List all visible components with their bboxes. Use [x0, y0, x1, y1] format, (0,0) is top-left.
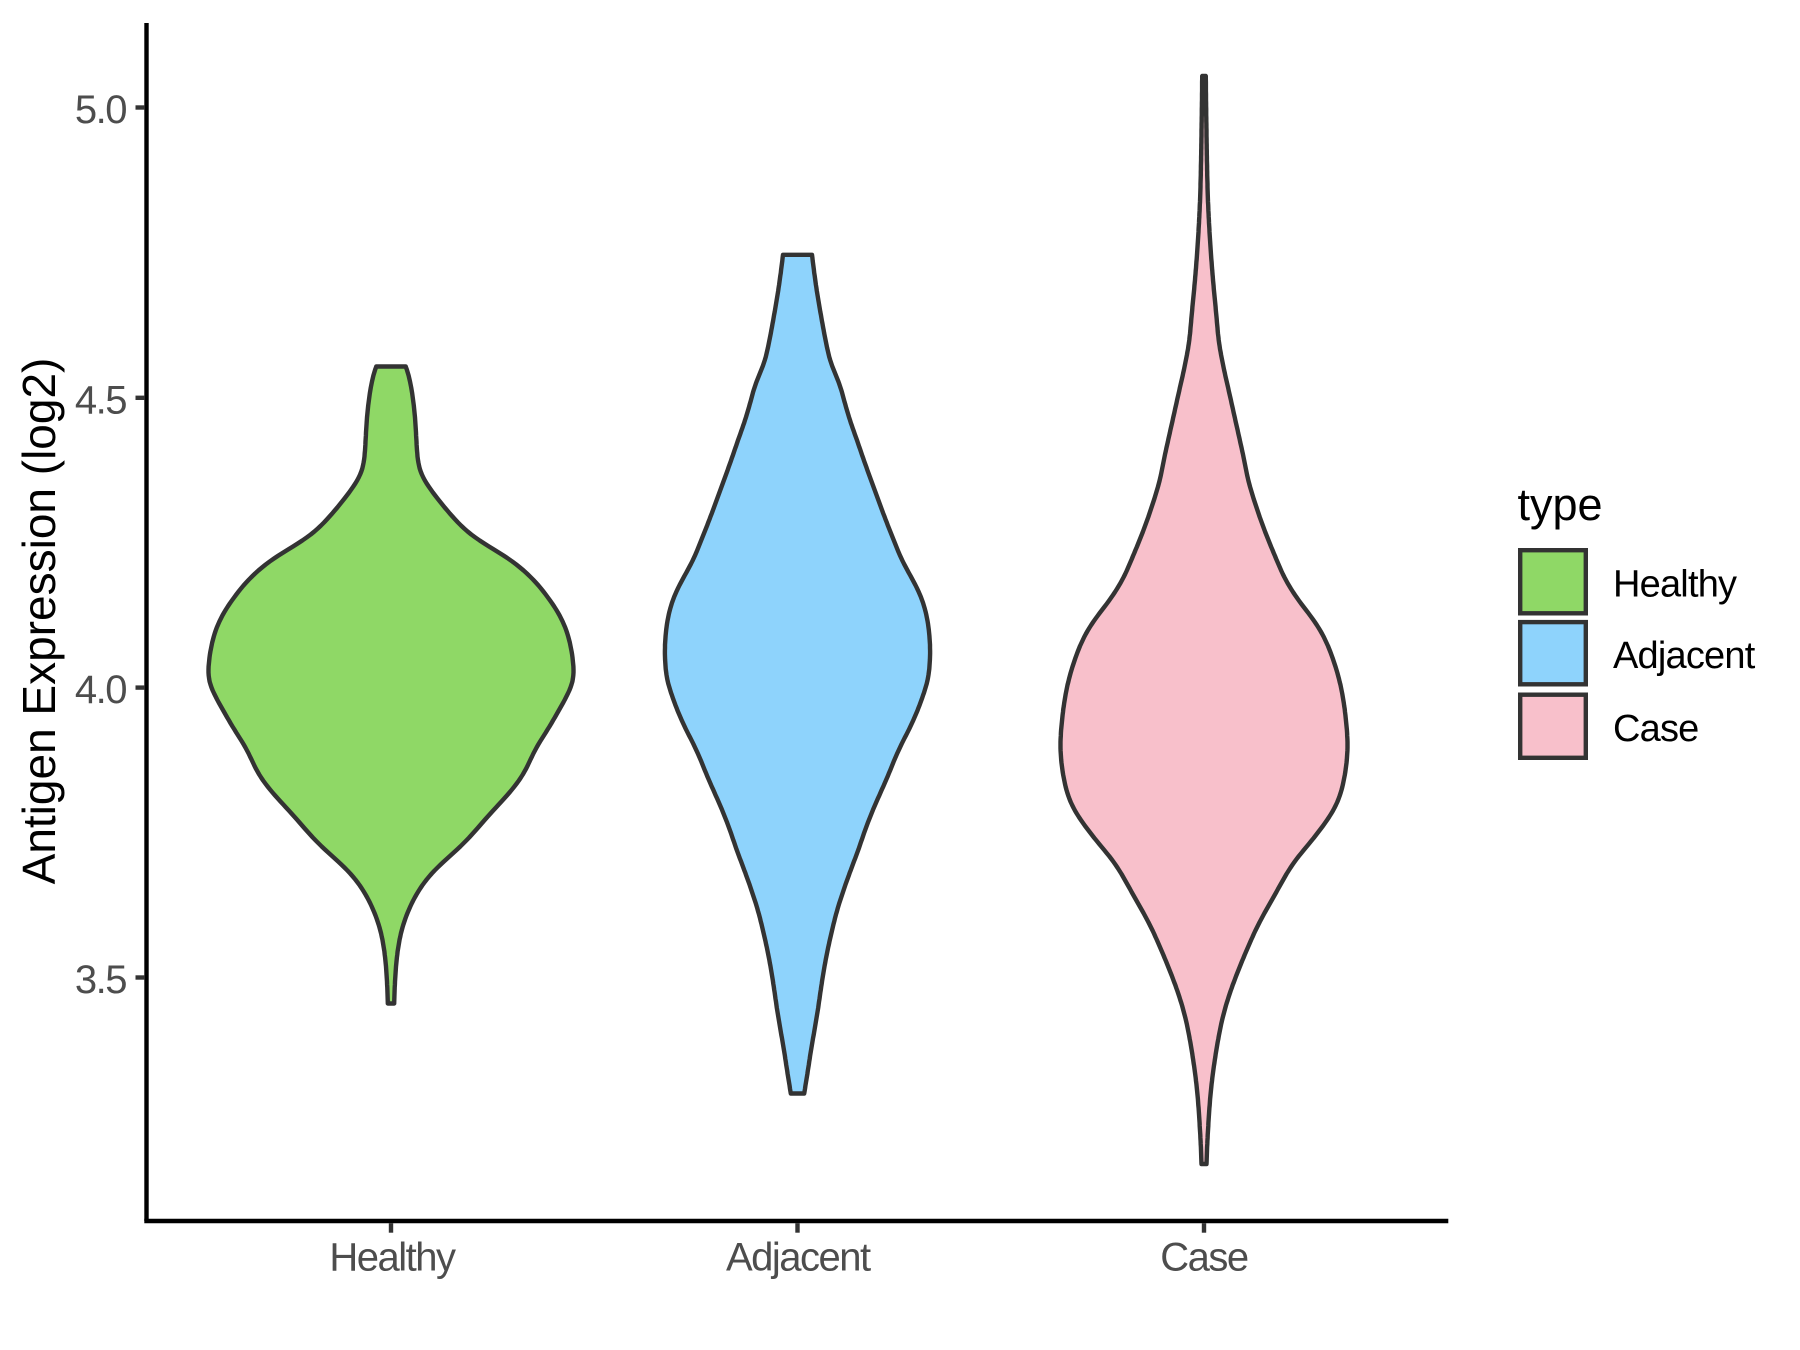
svg-text:4.0: 4.0: [75, 668, 126, 712]
svg-text:Antigen Expression (log2): Antigen Expression (log2): [13, 358, 65, 885]
svg-text:Adjacent: Adjacent: [726, 1235, 871, 1279]
svg-text:3.5: 3.5: [75, 958, 126, 1002]
svg-text:Healthy: Healthy: [1613, 563, 1737, 605]
svg-text:Adjacent: Adjacent: [1613, 635, 1756, 677]
svg-text:5.0: 5.0: [75, 88, 126, 132]
svg-text:Case: Case: [1613, 708, 1699, 750]
svg-text:4.5: 4.5: [75, 378, 126, 422]
svg-text:Case: Case: [1160, 1235, 1248, 1279]
svg-text:Healthy: Healthy: [329, 1235, 456, 1279]
svg-text:type: type: [1518, 479, 1603, 530]
